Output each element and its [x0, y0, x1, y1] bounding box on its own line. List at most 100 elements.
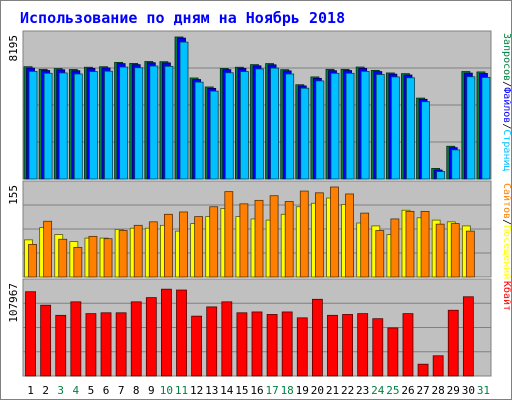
x-tick-label: 6: [103, 384, 110, 397]
x-tick-label: 28: [432, 384, 445, 397]
bar-Кбайт-day-13: [206, 306, 218, 377]
x-tick-label: 26: [401, 384, 414, 397]
x-tick-label: 17: [265, 384, 278, 397]
bar-Сайтов-day-7: [118, 230, 128, 278]
bar-Сайтов-day-26: [405, 210, 415, 278]
bar-Страниц-day-22: [345, 72, 355, 180]
bar-Кбайт-day-24: [372, 318, 384, 377]
bar-Кбайт-day-16: [251, 311, 263, 377]
bar-Кбайт-day-15: [236, 312, 248, 377]
bar-Кбайт-day-8: [130, 301, 142, 377]
bar-Кбайт-day-12: [191, 315, 203, 377]
bar-Кбайт-day-26: [402, 313, 414, 377]
bar-Сайтов-day-9: [148, 221, 158, 278]
bar-Сайтов-day-18: [284, 201, 294, 278]
bar-Кбайт-day-3: [55, 314, 67, 377]
bar-Кбайт-day-5: [85, 313, 97, 377]
x-tick-label: 8: [133, 384, 140, 397]
x-tick-label: 10: [160, 384, 173, 397]
bar-Сайтов-day-10: [164, 213, 173, 278]
x-tick-label: 14: [220, 384, 234, 397]
bar-Кбайт-day-18: [281, 311, 293, 377]
bar-Сайтов-day-11: [179, 211, 188, 278]
bar-Сайтов-day-22: [345, 193, 354, 278]
bar-Кбайт-day-30: [462, 296, 474, 377]
bar-Страниц-day-21: [330, 72, 340, 180]
bar-Страниц-day-14: [224, 72, 234, 180]
bar-Страниц-day-12: [194, 81, 204, 180]
bar-Страниц-day-1: [28, 70, 38, 180]
bar-Страниц-day-13: [209, 90, 219, 180]
x-tick-label: 25: [386, 384, 399, 397]
x-tick-label: 9: [148, 384, 155, 397]
bars-top: [23, 36, 491, 180]
legend-entry: /: [501, 81, 511, 87]
bar-Сайтов-day-1: [28, 244, 37, 278]
legend-entry: /: [501, 123, 511, 129]
bar-Страниц-day-23: [360, 70, 370, 180]
bar-Кбайт-day-6: [100, 312, 112, 377]
x-tick-label: 31: [477, 384, 490, 397]
bars-middle: [24, 186, 475, 278]
legend-entry: Сайтов: [501, 183, 511, 219]
x-tick-label: 13: [205, 384, 218, 397]
x-tick-label: 2: [42, 384, 49, 397]
bar-Сайтов-day-28: [435, 223, 445, 278]
panel-bottom: 107967 Кбайт: [7, 278, 511, 377]
bar-Сайтов-day-4: [73, 246, 83, 278]
bar-Кбайт-day-4: [70, 301, 82, 377]
bar-Кбайт-day-19: [296, 317, 308, 377]
panel-middle: 155 Сайтов/Посещений: [7, 180, 511, 279]
bar-Страниц-day-18: [285, 73, 295, 180]
x-tick-label: 12: [190, 384, 203, 397]
x-axis: 1 2 3 4 5 6 7 8 9 10 11 12 13 14 15 16 17 18 19 20 21 22 23 24 2…: [27, 384, 490, 397]
bar-Сайтов-day-21: [330, 186, 339, 278]
bar-Страниц-day-29: [451, 149, 461, 180]
x-tick-label: 18: [281, 384, 294, 397]
x-tick-label: 16: [250, 384, 263, 397]
x-tick-label: 22: [341, 384, 354, 397]
bar-Сайтов-day-19: [299, 190, 309, 278]
bar-Страниц-day-7: [119, 66, 129, 180]
bar-Сайтов-day-14: [224, 191, 234, 278]
x-tick-label: 29: [447, 384, 460, 397]
bar-Сайтов-day-3: [58, 238, 68, 278]
bar-Кбайт-day-10: [161, 288, 172, 377]
bar-Страниц-day-31: [481, 77, 491, 180]
bar-Страниц-day-2: [43, 72, 53, 180]
bar-Кбайт-day-23: [357, 313, 369, 377]
bar-Страниц-day-10: [164, 65, 174, 180]
x-tick-label: 24: [371, 384, 385, 397]
bar-Кбайт-day-2: [40, 304, 52, 377]
bar-Страниц-day-15: [240, 71, 249, 180]
bar-Кбайт-day-22: [342, 314, 353, 377]
bar-Кбайт-day-11: [176, 289, 187, 377]
bar-Страниц-day-16: [255, 68, 264, 180]
bar-Страниц-day-25: [390, 76, 400, 180]
bar-Сайтов-day-12: [194, 216, 204, 278]
x-tick-label: 30: [462, 384, 475, 397]
x-tick-label: 7: [118, 384, 125, 397]
bars-bottom: [25, 288, 474, 377]
x-tick-label: 21: [326, 384, 339, 397]
bar-Кбайт-day-29: [447, 309, 459, 377]
bar-Страниц-day-27: [421, 101, 430, 180]
bar-Кбайт-day-1: [25, 291, 36, 377]
legend-entry: /: [501, 219, 511, 225]
bar-Страниц-day-26: [406, 77, 415, 180]
legend-entry: Посещений: [501, 225, 511, 279]
bar-Страниц-day-5: [89, 71, 98, 180]
series-legend: Запросов/Файлов/Страниц: [501, 33, 511, 172]
bar-Страниц-day-4: [73, 73, 83, 180]
x-tick-label: 27: [416, 384, 429, 397]
bar-Страниц-day-9: [149, 65, 159, 180]
bar-Сайтов-day-17: [269, 195, 279, 278]
bar-Сайтов-day-6: [103, 238, 113, 278]
bar-Сайтов-day-16: [254, 199, 264, 278]
bar-Кбайт-day-17: [266, 314, 278, 377]
bar-Кбайт-day-27: [417, 363, 429, 377]
x-tick-label: 15: [235, 384, 248, 397]
bar-Сайтов-day-2: [43, 220, 53, 278]
